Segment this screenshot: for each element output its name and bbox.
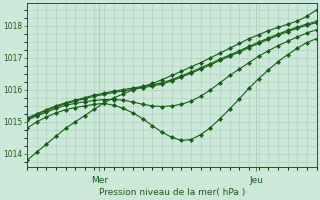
X-axis label: Pression niveau de la mer( hPa ): Pression niveau de la mer( hPa )	[99, 188, 245, 197]
